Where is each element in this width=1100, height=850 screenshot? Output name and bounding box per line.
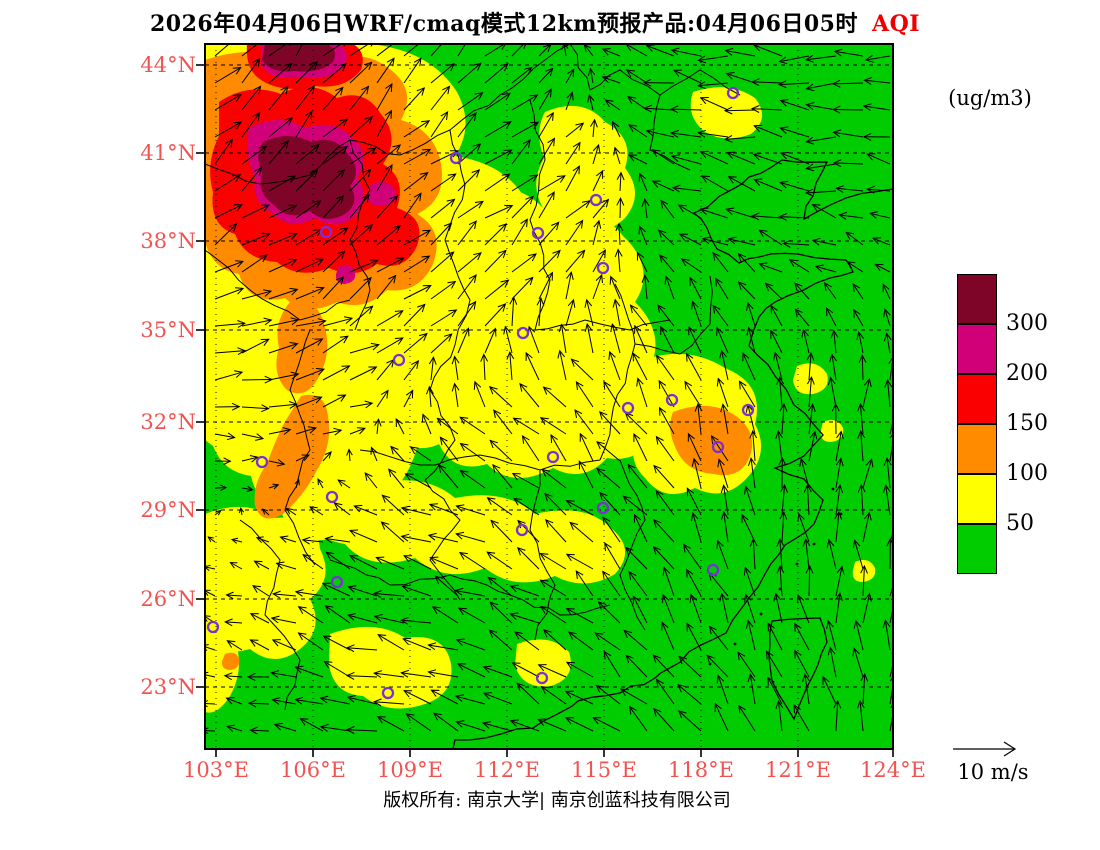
lat-label: 32°N: [140, 410, 196, 434]
lon-label: 115°E: [571, 758, 637, 782]
graticule: [205, 44, 893, 749]
axis-ticks: [196, 64, 894, 757]
aqi-region-orange: [254, 394, 330, 519]
city-marker: [589, 193, 603, 207]
aqi-region-magenta: [367, 182, 396, 207]
wind-scale-arrow-icon: [953, 741, 1017, 757]
colorbar-tick-label: 200: [1006, 361, 1048, 386]
city-marker: [449, 151, 463, 165]
aqi-region-yellow: [300, 467, 626, 584]
map-canvas: [205, 44, 893, 749]
aqi-region-maroon: [258, 136, 357, 219]
lat-label: 23°N: [140, 675, 196, 699]
city-markers: [206, 86, 755, 700]
city-marker: [596, 261, 610, 275]
lat-label: 29°N: [140, 498, 196, 522]
colorbar-segment-magenta: [957, 324, 997, 374]
island-dot: [759, 612, 763, 616]
aqi-region-yellow: [515, 639, 571, 687]
lon-label: 103°E: [183, 758, 249, 782]
city-marker: [392, 353, 406, 367]
colorbar-tick-label: 100: [1006, 461, 1048, 486]
wind-scale-label: 10 m/s: [957, 760, 1029, 784]
colorbar-tick-label: 300: [1006, 311, 1048, 336]
city-marker: [711, 440, 725, 454]
colorbar-segment-red: [957, 374, 997, 424]
lon-label: 112°E: [474, 758, 540, 782]
colorbar-tick-label: 150: [1006, 411, 1048, 436]
map-border: [204, 43, 894, 750]
aqi-region-maroon: [262, 44, 335, 72]
province-boundaries: [205, 44, 741, 711]
colorbar-segment-yellow: [957, 474, 997, 524]
city-marker: [325, 490, 339, 504]
colorbar-tick-label: 50: [1006, 511, 1034, 536]
aqi-region-yellow: [365, 181, 665, 479]
city-marker: [206, 620, 220, 634]
aqi-region-yellow: [205, 506, 326, 659]
city-marker: [516, 326, 530, 340]
island-dot: [795, 562, 799, 566]
lon-label: 109°E: [377, 758, 443, 782]
colorbar-segment-orange: [957, 424, 997, 474]
city-marker: [546, 450, 560, 464]
colorbar-segment-green: [957, 524, 997, 574]
lat-label: 44°N: [140, 53, 196, 77]
aqi-region-orange: [276, 300, 328, 394]
legend-unit-label: (ug/m3): [948, 86, 1032, 110]
island-dot: [778, 587, 782, 591]
aqi-contour-regions: [205, 44, 876, 713]
city-marker: [255, 455, 269, 469]
aqi-region-yellow: [536, 105, 635, 230]
lat-label: 38°N: [140, 229, 196, 253]
city-marker: [706, 563, 720, 577]
lat-label: 26°N: [140, 587, 196, 611]
title-aqi-highlight: AQI: [872, 11, 921, 37]
copyright: 版权所有: 南京大学| 南京创蓝科技有限公司: [383, 790, 731, 811]
city-marker: [665, 393, 679, 407]
lat-label: 35°N: [140, 318, 196, 342]
city-marker: [741, 403, 755, 417]
lon-label: 118°E: [668, 758, 734, 782]
city-marker: [381, 686, 395, 700]
island-dot: [733, 642, 737, 646]
lat-label: 41°N: [140, 141, 196, 165]
lon-label: 121°E: [765, 758, 831, 782]
city-marker: [515, 523, 529, 537]
title-text: 2026年04月06日WRF/cmaq模式12km预报产品:04月06日05时: [149, 11, 858, 37]
lon-label: 106°E: [280, 758, 346, 782]
city-marker: [330, 575, 344, 589]
aqi-region-yellow: [329, 626, 452, 709]
island-dot: [812, 542, 816, 546]
colorbar-segment-maroon: [957, 274, 997, 324]
city-marker: [535, 671, 549, 685]
city-marker: [596, 501, 610, 515]
city-marker: [319, 225, 333, 239]
aqi-region-yellow: [690, 87, 763, 139]
aqi-forecast-map: [196, 43, 894, 757]
lon-label: 124°E: [860, 758, 926, 782]
aqi-region-orange: [221, 652, 240, 670]
city-marker: [621, 401, 635, 415]
city-marker: [531, 226, 545, 240]
wind-vectors: [205, 44, 893, 735]
city-marker: [726, 86, 740, 100]
island-dot: [831, 487, 835, 491]
island-dot: [708, 662, 712, 666]
page-title: 2026年04月06日WRF/cmaq模式12km预报产品:04月06日05时 A…: [150, 6, 920, 38]
aqi-region-orange: [670, 405, 753, 476]
